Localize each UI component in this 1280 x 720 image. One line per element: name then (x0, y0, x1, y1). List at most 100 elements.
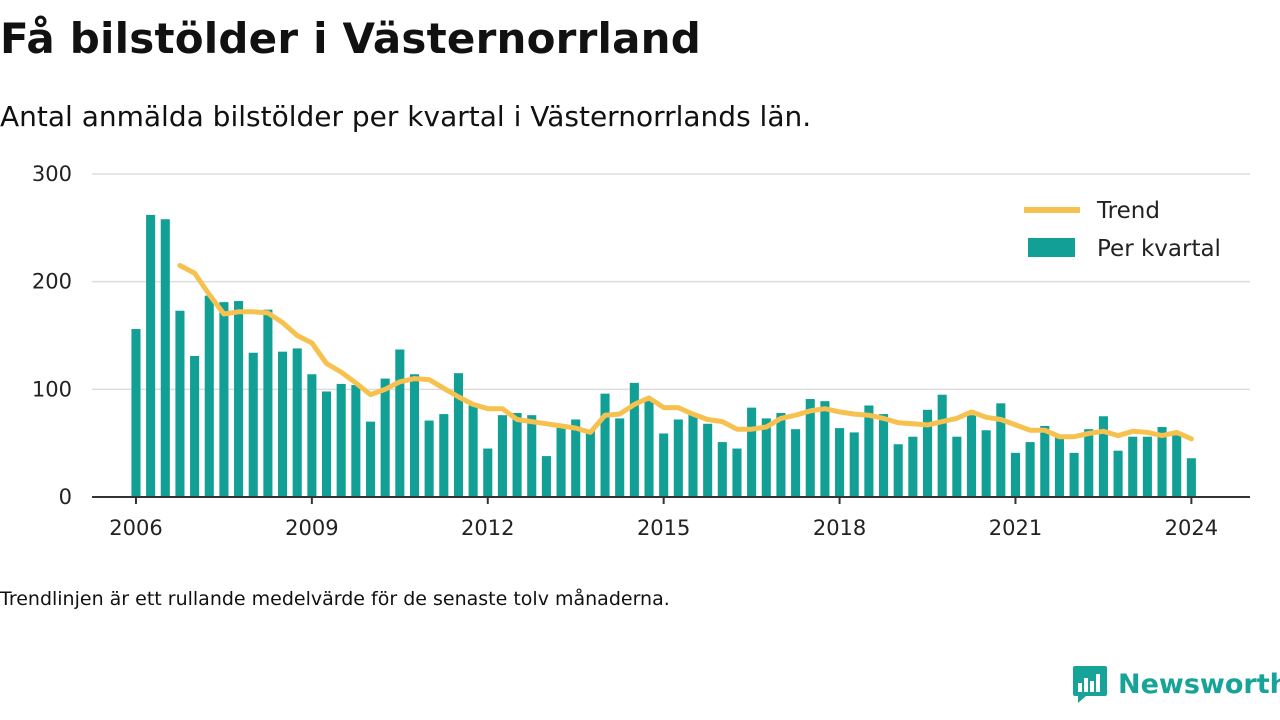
legend-bar-label: Per kvartal (1097, 236, 1221, 262)
bar (336, 383, 346, 497)
bar (365, 421, 376, 497)
bar (468, 405, 478, 497)
bar (409, 374, 420, 497)
bar (747, 407, 757, 497)
bar (351, 385, 361, 497)
bar (571, 419, 581, 497)
newsworthy-bar-chart-icon (1073, 666, 1107, 703)
bar (879, 414, 889, 497)
bar (263, 309, 273, 497)
y-tick-label: 0 (59, 485, 72, 509)
bar (1010, 452, 1021, 497)
bar-series (131, 214, 1196, 497)
bar (541, 456, 551, 497)
x-tick-label: 2009 (285, 516, 338, 540)
bar (615, 418, 625, 497)
bar (952, 436, 962, 497)
bar (996, 403, 1006, 497)
legend: Trend Per kvartal (1024, 198, 1221, 262)
bar (278, 351, 288, 497)
bar (659, 433, 669, 497)
bar (629, 382, 639, 497)
bar (791, 429, 801, 497)
bar (190, 355, 200, 497)
bar (204, 295, 214, 497)
bar (849, 432, 859, 497)
x-tick-label: 2018 (813, 516, 866, 540)
chart-title: Få bilstölder i Västernorrland (0, 14, 701, 63)
bar (835, 428, 845, 497)
gridlines: 0 100 200 300 (32, 162, 1250, 509)
bar (219, 302, 229, 497)
bar (453, 373, 463, 497)
bar (673, 419, 683, 497)
bar (1157, 427, 1167, 497)
bar (424, 420, 434, 497)
bar (937, 394, 947, 497)
trend-line (177, 263, 1194, 442)
bar (131, 329, 141, 497)
x-tick-label: 2012 (461, 516, 514, 540)
bar (292, 348, 302, 497)
bar (922, 409, 933, 497)
bar (1186, 458, 1196, 497)
bar (512, 413, 522, 497)
bar (966, 415, 977, 497)
bar (175, 310, 185, 497)
bar (776, 413, 786, 497)
bar (908, 436, 918, 497)
bar (497, 415, 507, 497)
x-tick-label: 2024 (1165, 516, 1218, 540)
bar (395, 349, 405, 497)
x-tick-label: 2021 (989, 516, 1042, 540)
bar (1113, 450, 1123, 497)
bar (1084, 429, 1094, 497)
bar (527, 415, 537, 497)
bar (761, 418, 771, 497)
chart-subtitle: Antal anmälda bilstölder per kvartal i V… (0, 100, 812, 133)
bar (1054, 435, 1064, 497)
bar (321, 391, 332, 497)
x-tick-label: 2006 (109, 516, 162, 540)
bar (248, 352, 258, 497)
bar (1128, 436, 1138, 497)
bar (307, 374, 317, 497)
bar (439, 414, 449, 497)
bar (644, 400, 654, 497)
x-tick-label: 2015 (637, 516, 690, 540)
bar (805, 399, 815, 497)
bar (483, 448, 493, 497)
bar (864, 405, 874, 497)
bar (688, 413, 698, 497)
bar (981, 430, 991, 497)
bar (1069, 452, 1079, 497)
bar (585, 430, 595, 497)
bar (160, 219, 170, 497)
trend-series (177, 263, 1194, 442)
bar (556, 425, 566, 497)
y-tick-label: 200 (32, 270, 72, 294)
bar (600, 393, 610, 497)
bar (1040, 425, 1050, 497)
bar (234, 301, 244, 497)
brand-name: Newsworthy (1118, 668, 1280, 700)
bar (1142, 436, 1152, 497)
y-tick-label: 300 (32, 162, 72, 186)
bar (1025, 442, 1035, 497)
y-tick-label: 100 (32, 377, 72, 401)
legend-trend-label: Trend (1096, 198, 1160, 224)
bar (380, 378, 390, 497)
legend-bar-swatch (1028, 238, 1075, 257)
bar (717, 442, 727, 497)
bar (893, 444, 903, 497)
bar (1098, 416, 1108, 497)
brand: Newsworthy (1072, 664, 1280, 704)
bar (820, 401, 830, 497)
footnote: Trendlinjen är ett rullande medelvärde f… (0, 588, 670, 610)
bar (703, 423, 713, 497)
bar (146, 214, 156, 497)
bar (1172, 434, 1182, 497)
bar (732, 448, 742, 497)
axes: 2006 2009 2012 2015 2018 2021 2024 (92, 496, 1250, 540)
